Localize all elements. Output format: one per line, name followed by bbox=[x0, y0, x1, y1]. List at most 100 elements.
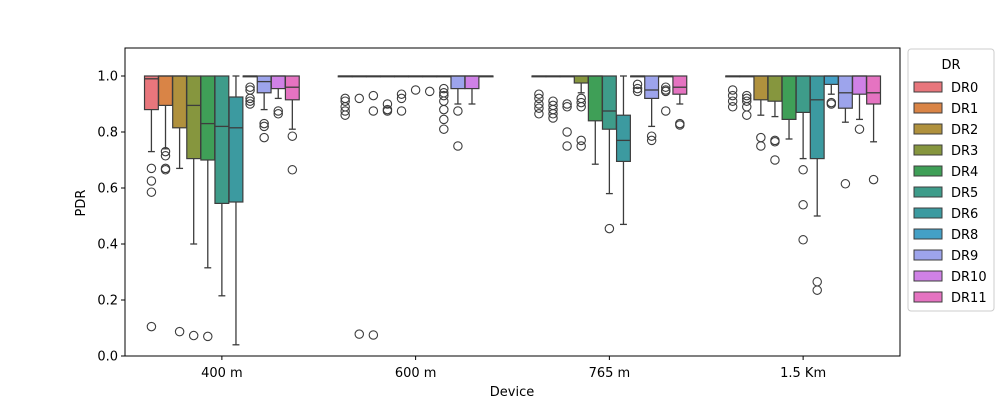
box-dr6 bbox=[809, 75, 825, 295]
outlier-point bbox=[604, 223, 615, 234]
outlier-point bbox=[727, 90, 738, 101]
outlier-point bbox=[576, 97, 586, 108]
box-dr9 bbox=[450, 75, 466, 151]
outlier-point bbox=[812, 285, 822, 295]
outlier-point bbox=[854, 124, 865, 134]
outlier-point bbox=[382, 99, 393, 109]
outlier-point bbox=[160, 146, 171, 157]
box-dr0 bbox=[143, 75, 159, 332]
outlier-point bbox=[756, 141, 766, 151]
outlier-point bbox=[203, 331, 213, 342]
box-body bbox=[587, 75, 603, 122]
outlier-point bbox=[146, 187, 157, 197]
outlier-point bbox=[396, 106, 407, 116]
outlier-point bbox=[868, 174, 879, 185]
box-body bbox=[228, 96, 244, 203]
box-body bbox=[186, 75, 202, 160]
outlier-point bbox=[146, 321, 157, 332]
legend-label-dr0: DR0 bbox=[951, 81, 978, 96]
box-body bbox=[601, 75, 617, 130]
legend-swatch-dr11 bbox=[913, 291, 943, 303]
outlier-point bbox=[340, 110, 350, 120]
outlier-point bbox=[259, 118, 269, 129]
outlier-point bbox=[453, 106, 463, 116]
box-dr5 bbox=[214, 75, 230, 297]
box-dr10 bbox=[270, 75, 286, 119]
legend-items: DR0 DR1 DR2 DR3 DR4 DR5 DR6 DR8 DR9 DR10 DR11 bbox=[913, 81, 987, 306]
legend-swatch-dr5 bbox=[913, 186, 943, 198]
box-dr6 bbox=[228, 75, 244, 346]
outlier-point bbox=[439, 114, 449, 125]
outlier-point bbox=[368, 90, 379, 101]
outlier-point bbox=[742, 96, 752, 106]
box-body bbox=[615, 114, 631, 162]
box-dr1 bbox=[351, 75, 367, 339]
outlier-point bbox=[368, 106, 379, 116]
box-dr0 bbox=[531, 75, 547, 119]
box-body bbox=[143, 75, 159, 111]
legend-label-dr1: DR1 bbox=[951, 102, 978, 117]
box-body bbox=[214, 75, 230, 205]
box-body bbox=[284, 75, 300, 101]
legend-swatch-dr9 bbox=[913, 249, 943, 261]
legend-swatch-dr6 bbox=[913, 207, 943, 219]
x-axis: 400 m 600 m 765 m 1.5 Km bbox=[201, 356, 826, 381]
outlier-point bbox=[453, 141, 463, 151]
box-dr5 bbox=[601, 75, 617, 234]
outlier-point bbox=[632, 79, 643, 90]
box-dr11 bbox=[866, 75, 882, 185]
outlier-point bbox=[576, 135, 586, 146]
box-dr6 bbox=[422, 75, 438, 97]
outlier-point bbox=[534, 99, 544, 109]
outlier-point bbox=[534, 89, 544, 99]
legend-label-dr9: DR9 bbox=[951, 249, 978, 264]
box-dr11 bbox=[672, 75, 688, 130]
outlier-point bbox=[160, 165, 171, 175]
box-dr3 bbox=[573, 75, 589, 151]
outlier-point bbox=[562, 102, 572, 112]
x-tick-label: 765 m bbox=[589, 366, 631, 381]
box-dr10 bbox=[658, 75, 674, 116]
outlier-point bbox=[660, 86, 671, 97]
outlier-point bbox=[562, 127, 572, 137]
outlier-point bbox=[424, 86, 435, 97]
box-body bbox=[172, 75, 188, 129]
outlier-point bbox=[727, 85, 738, 95]
box-dr2 bbox=[559, 75, 575, 151]
x-tick-label: 400 m bbox=[201, 366, 243, 381]
outlier-point bbox=[534, 93, 544, 104]
legend-label-dr6: DR6 bbox=[951, 207, 978, 222]
outlier-point bbox=[727, 102, 738, 112]
outlier-point bbox=[646, 135, 657, 146]
y-axis-label: PDR bbox=[74, 190, 89, 217]
y-tick-label: 0.4 bbox=[97, 238, 118, 253]
box-dr9 bbox=[256, 75, 272, 143]
box-dr5 bbox=[408, 75, 424, 95]
outlier-point bbox=[576, 141, 586, 151]
outlier-point bbox=[354, 93, 365, 104]
box-body bbox=[464, 75, 480, 90]
box-dr11 bbox=[284, 75, 300, 175]
outlier-point bbox=[382, 106, 393, 116]
box-dr3 bbox=[186, 75, 202, 341]
box-dr2 bbox=[753, 75, 769, 151]
outlier-point bbox=[826, 99, 837, 109]
legend: DR DR0 DR1 DR2 DR3 DR4 DR5 DR6 DR8 DR9 DR10 DR11 bbox=[907, 48, 995, 312]
box-dr8 bbox=[242, 75, 258, 109]
outlier-point bbox=[812, 277, 822, 287]
x-axis-label: Device bbox=[490, 385, 534, 400]
y-axis: 0.0 0.2 0.4 0.6 0.8 1.0 bbox=[97, 70, 125, 365]
x-tick-label: 1.5 Km bbox=[780, 366, 826, 381]
box-dr8 bbox=[436, 75, 452, 134]
legend-label-dr10: DR10 bbox=[951, 270, 987, 285]
axes-frame bbox=[124, 47, 901, 357]
outlier-point bbox=[727, 96, 738, 106]
outlier-point bbox=[174, 326, 185, 337]
outlier-point bbox=[340, 106, 350, 116]
outlier-point bbox=[562, 99, 572, 109]
outlier-point bbox=[160, 151, 171, 161]
box-dr3 bbox=[767, 75, 783, 165]
outlier-point bbox=[259, 132, 269, 143]
outlier-point bbox=[770, 137, 780, 147]
outlier-point bbox=[798, 200, 808, 210]
